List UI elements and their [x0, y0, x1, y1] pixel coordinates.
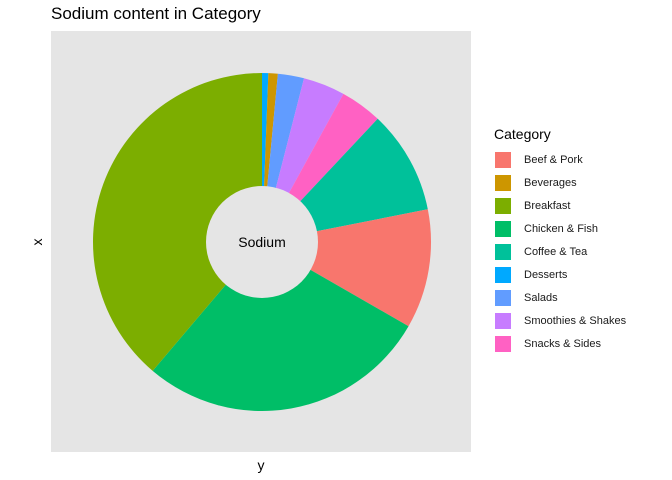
legend-label: Snacks & Sides	[524, 337, 602, 350]
legend-key	[494, 311, 512, 330]
legend-key	[494, 196, 512, 215]
legend-label: Salads	[524, 291, 558, 304]
legend-label: Desserts	[524, 268, 568, 281]
legend-item: Beverages	[494, 171, 626, 194]
legend-item: Breakfast	[494, 194, 626, 217]
legend-label: Coffee & Tea	[524, 245, 588, 258]
legend-key	[494, 288, 512, 307]
donut-hole	[206, 186, 318, 298]
legend-item: Smoothies & Shakes	[494, 309, 626, 332]
chart-title: Sodium content in Category	[51, 4, 261, 23]
legend-key	[494, 242, 512, 261]
slice-breakfast	[93, 73, 262, 371]
legend-key	[494, 173, 512, 192]
legend-key	[494, 265, 512, 284]
legend-label: Smoothies & Shakes	[524, 314, 627, 327]
legend: Category Beef & Pork Beverages Breakfast Ch…	[494, 126, 626, 355]
legend-key	[494, 219, 512, 238]
legend-label: Breakfast	[524, 199, 571, 212]
y-axis-label: x	[29, 238, 45, 246]
legend-item: Coffee & Tea	[494, 240, 626, 263]
legend-title: Category	[494, 126, 551, 142]
legend-key	[494, 334, 512, 353]
donut-chart: Sodium	[93, 73, 431, 411]
x-axis-label: y	[257, 457, 265, 473]
slice-chicken-fish	[152, 242, 409, 411]
legend-label: Beverages	[524, 176, 577, 189]
legend-item: Desserts	[494, 263, 626, 286]
legend-label: Chicken & Fish	[524, 222, 598, 235]
legend-item: Snacks & Sides	[494, 332, 626, 355]
center-label: Sodium	[238, 234, 285, 250]
legend-item: Salads	[494, 286, 626, 309]
legend-item: Chicken & Fish	[494, 217, 626, 240]
legend-item: Beef & Pork	[494, 148, 626, 171]
legend-key	[494, 150, 512, 169]
plot-panel: Sodium	[51, 31, 471, 452]
legend-label: Beef & Pork	[524, 153, 583, 166]
legend-items: Beef & Pork Beverages Breakfast Chicken & F…	[494, 148, 626, 355]
